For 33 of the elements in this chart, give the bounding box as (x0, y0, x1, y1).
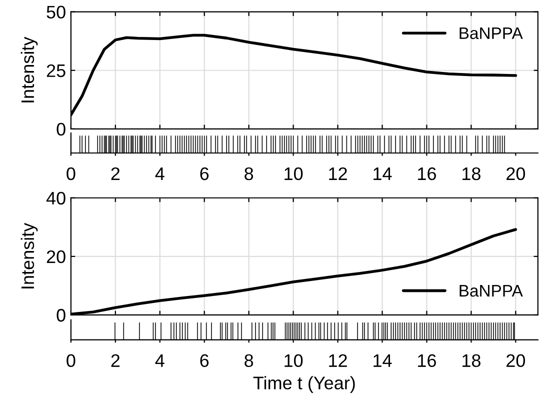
x-tick-label: 0 (66, 354, 76, 368)
y-tick-label: 25 (46, 64, 66, 78)
y-axis-title: Intensity (20, 222, 38, 288)
x-axis-title: Time t (Year) (253, 376, 355, 393)
x-tick-label: 2 (111, 354, 120, 367)
legend-label: BaNPPA (460, 27, 523, 40)
y-tick-label: 40 (46, 192, 66, 205)
x-tick-label: 12 (329, 167, 347, 180)
x-tick-label: 6 (200, 167, 209, 180)
x-tick-label: 18 (462, 354, 480, 368)
x-tick-label: 10 (284, 354, 303, 368)
x-tick-label: 4 (155, 168, 164, 180)
x-tick-label: 14 (374, 168, 392, 180)
y-tick-label: 0 (56, 122, 66, 136)
y-tick-label: 50 (46, 6, 66, 19)
x-tick-label: 16 (418, 354, 436, 368)
x-tick-label: 6 (200, 354, 209, 368)
x-tick-label: 4 (155, 354, 164, 367)
y-axis-title: Intensity (20, 36, 38, 102)
x-tick-label: 2 (111, 167, 120, 180)
x-tick-label: 20 (506, 167, 525, 180)
x-tick-label: 20 (506, 354, 525, 368)
legend-label: BaNPPA (460, 285, 523, 297)
x-tick-label: 12 (329, 354, 347, 367)
x-tick-label: 18 (462, 167, 480, 180)
x-tick-label: 0 (66, 167, 76, 180)
x-tick-label: 10 (284, 167, 303, 180)
x-tick-label: 14 (374, 354, 392, 367)
y-tick-label: 0 (56, 308, 66, 322)
x-tick-label: 16 (418, 167, 436, 180)
x-tick-label: 8 (244, 167, 254, 180)
x-tick-label: 8 (244, 354, 254, 368)
y-tick-label: 20 (46, 250, 66, 264)
